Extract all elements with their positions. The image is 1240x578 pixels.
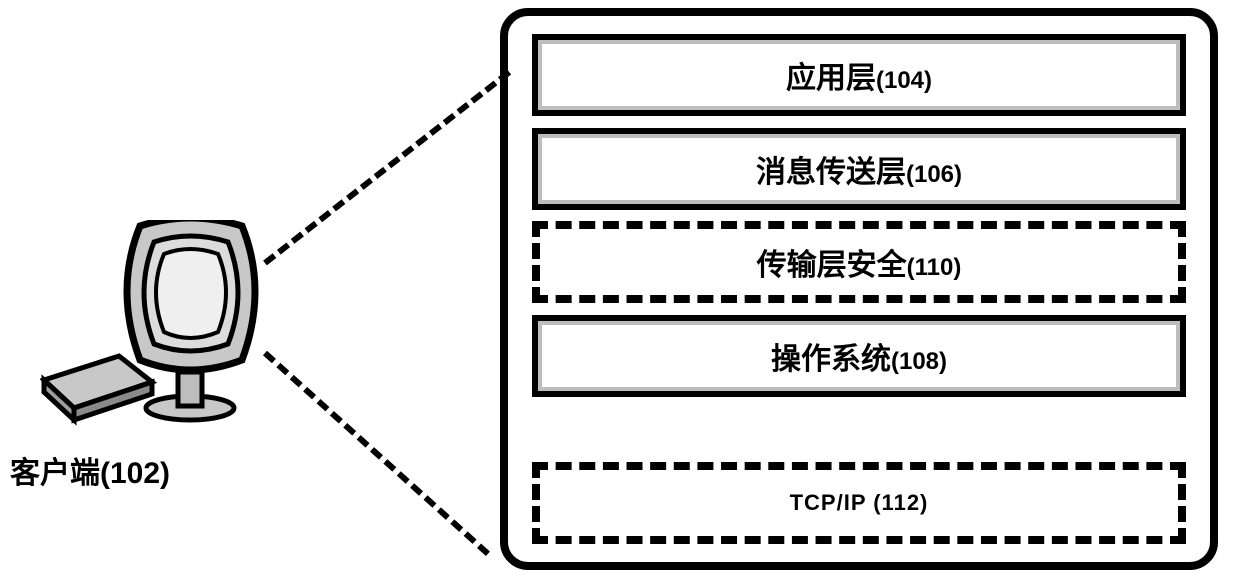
layer-tcpip: TCP/IP (112) <box>532 462 1186 544</box>
callout-line-bottom <box>263 351 490 556</box>
client-computer-icon <box>40 220 270 435</box>
layer-os: 操作系统(108) <box>532 315 1186 397</box>
layer-messaging-label: 消息传送层(106) <box>756 147 962 191</box>
layer-tcpip-label: TCP/IP (112) <box>790 490 929 516</box>
layer-tls: 传输层安全(110) <box>532 221 1186 303</box>
callout-line-top <box>263 70 511 266</box>
layer-messaging: 消息传送层(106) <box>532 128 1186 210</box>
client-label: 客户端(102) <box>10 448 170 492</box>
layer-stack-container: 应用层(104) 消息传送层(106) 传输层安全(110) 操作系统(108)… <box>500 8 1218 570</box>
layer-application-label: 应用层(104) <box>786 53 932 97</box>
layer-application: 应用层(104) <box>532 34 1186 116</box>
layer-os-label: 操作系统(108) <box>771 334 947 378</box>
diagram-canvas: 客户端(102) 应用层(104) 消息传送层(106) 传输层安全(110) … <box>0 0 1240 578</box>
layer-tls-label: 传输层安全(110) <box>757 240 962 284</box>
spacer <box>532 408 1186 450</box>
